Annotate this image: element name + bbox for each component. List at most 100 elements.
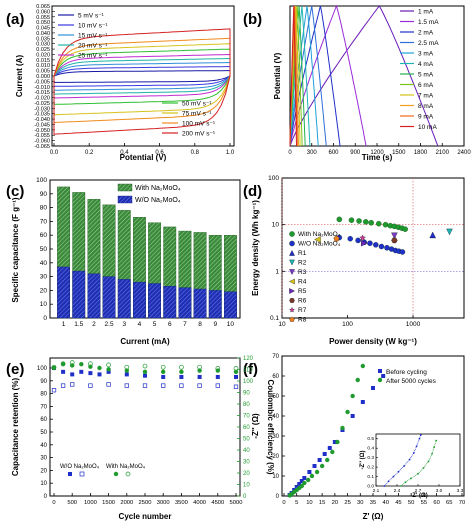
panel-d-point [361, 239, 368, 247]
panel-a-ytick-label: 0.020 [36, 52, 50, 58]
panel-f-point [340, 425, 345, 431]
panel-f-point [302, 480, 307, 486]
panel-f-xtick-label: 5 [295, 500, 298, 506]
panel-c-bar-without [72, 270, 86, 319]
panel-a-legend-label: 100 mV s⁻¹ [182, 121, 216, 128]
panel-a-ytick-label: -0.040 [34, 117, 50, 123]
panel-c-xtick-label: 2 [92, 321, 96, 328]
panel-e-point [106, 367, 111, 372]
panel-f-inset-xlabel: Z' (Ω) [412, 493, 428, 499]
panel-e-xtick-label: 2500 [139, 500, 152, 506]
panel-f-xtick-label: 65 [446, 500, 452, 506]
panel-f-point [355, 377, 360, 383]
panel-c-bar-without [87, 273, 101, 319]
panel-e-ytick2-label: 120 [243, 356, 254, 362]
panel-c-xtick-label: 2.5 [105, 321, 114, 328]
panel-f-point [307, 470, 312, 474]
panel-b-legend-label: 8 mA [418, 103, 434, 110]
panel-f-xtick-label: 15 [319, 500, 325, 506]
panel-e-ytick2-label: 40 [243, 448, 250, 454]
panel-f-point [332, 440, 337, 444]
panel-b-xtick-label: 2400 [457, 150, 471, 156]
panel-c-xtick-label: 10 [227, 321, 235, 328]
panel-e-point [161, 383, 166, 388]
panel-c-xtick-label: 6 [168, 321, 172, 328]
panel-d-xlabel: Power density (W kg⁻¹) [329, 337, 417, 346]
panel-d-point [314, 236, 321, 243]
panel-e-point [106, 382, 111, 387]
panel-c-bar-without [148, 283, 162, 319]
legend-with-label: With Na₂MoO₄ [106, 464, 146, 470]
panel-e-point [88, 371, 93, 376]
panel-a-ytick-label: 0.010 [36, 63, 50, 69]
panel-e-point [106, 369, 111, 374]
panel-b-legend-label: 3 mA [418, 51, 434, 58]
panel-e-ylabel2: Coulombic efficiency (%) [266, 379, 275, 474]
panel-c-ytick-label: 80 [40, 205, 48, 212]
panel-c-xtick-label: 3 [122, 321, 126, 328]
panel-c-xtick-label: 4 [138, 321, 142, 328]
panel-d-point [363, 219, 369, 225]
panel-b-legend-label: 2 mA [418, 30, 434, 37]
panel-d-xtick-label: 1000 [406, 321, 421, 328]
panel-b-gcd-curve [289, 5, 311, 147]
panel-c-ytick-label: 70 [40, 218, 48, 225]
panel-f-xtick-label: 40 [382, 500, 388, 506]
panel-a-ytick-label: 0.030 [36, 42, 50, 48]
panel-e-point [142, 383, 148, 388]
panel-f-point [299, 479, 304, 483]
panel-e-xtick-label: 3500 [175, 500, 188, 506]
panel-c-ytick-label: 50 [40, 246, 48, 253]
panel-e-point [97, 365, 102, 371]
panel-e-point [69, 360, 75, 365]
panel-f-point [335, 439, 340, 445]
panel-f-point [381, 374, 386, 378]
panel-e-point [124, 383, 129, 388]
panel-d-point [378, 243, 385, 250]
panel-f-point [322, 452, 327, 456]
panel-b-xtick-label: 1500 [392, 150, 406, 156]
panel-f-xtick-label: 30 [357, 500, 363, 506]
panel-e-xtick-label: 1000 [84, 500, 97, 506]
panel-f-inset-xtick-label: 3.3 [457, 488, 464, 494]
panel-e-point [70, 382, 75, 387]
panel-d-point [336, 216, 343, 223]
panel-f-xtick-label: 35 [370, 500, 376, 506]
panel-d-ytick-label: 1 [275, 268, 279, 275]
panel-a-legend-label: 5 mV s⁻¹ [78, 13, 105, 20]
panel-d-ytick-label: 0.1 [270, 315, 279, 322]
panel-a-xtick-label: 0.8 [191, 150, 200, 156]
panel-e-point [124, 372, 129, 377]
panel-e-point [161, 369, 166, 375]
panel-e-ytick2-label: 110 [243, 368, 253, 374]
panel-c-label: (c) [6, 183, 24, 200]
panel-c-ytick-label: 0 [43, 315, 47, 322]
panel-a-ytick-label: 0.005 [36, 69, 50, 75]
panel-d-legend-label: R7 [298, 307, 307, 314]
panel-e-ytick-label: 10 [40, 481, 47, 487]
panel-d-ytick-label: 10 [272, 222, 280, 229]
panel-f-ytick-label: 20 [272, 454, 279, 460]
legend-wo-label: W/O Na₂MoO₄ [60, 464, 100, 470]
panel-b-xtick-label: 2100 [436, 150, 450, 156]
panel-c-bar-without [193, 288, 207, 319]
panel-a-ytick-label: -0.060 [34, 139, 50, 145]
panel-e-xtick-label: 4500 [211, 500, 224, 506]
panel-e-label: (e) [6, 361, 24, 378]
panel-f-legend-marker [377, 377, 383, 383]
panel-f-point [309, 473, 315, 479]
panel-a-ytick-label: 0.025 [36, 47, 50, 53]
panel-f-inset-curve [384, 434, 422, 487]
panel-d-point [382, 221, 389, 228]
panel-c-ytick-label: 40 [40, 260, 48, 267]
panel-b-legend-label: 2.5 mA [418, 40, 439, 47]
panel-f-point [317, 458, 322, 462]
panel-f-inset-xtick-label: 2.1 [373, 488, 380, 494]
panel-b-legend-label: 5 mA [418, 72, 434, 79]
panel-d-xtick-label: 100 [342, 321, 353, 328]
panel-e-ytick2-label: 20 [243, 471, 250, 477]
panel-f-xtick-label: 55 [421, 500, 427, 506]
panel-e-point [197, 368, 202, 373]
panel-d-legend-label: R2 [298, 260, 307, 267]
panel-c-bar-without [57, 266, 71, 319]
